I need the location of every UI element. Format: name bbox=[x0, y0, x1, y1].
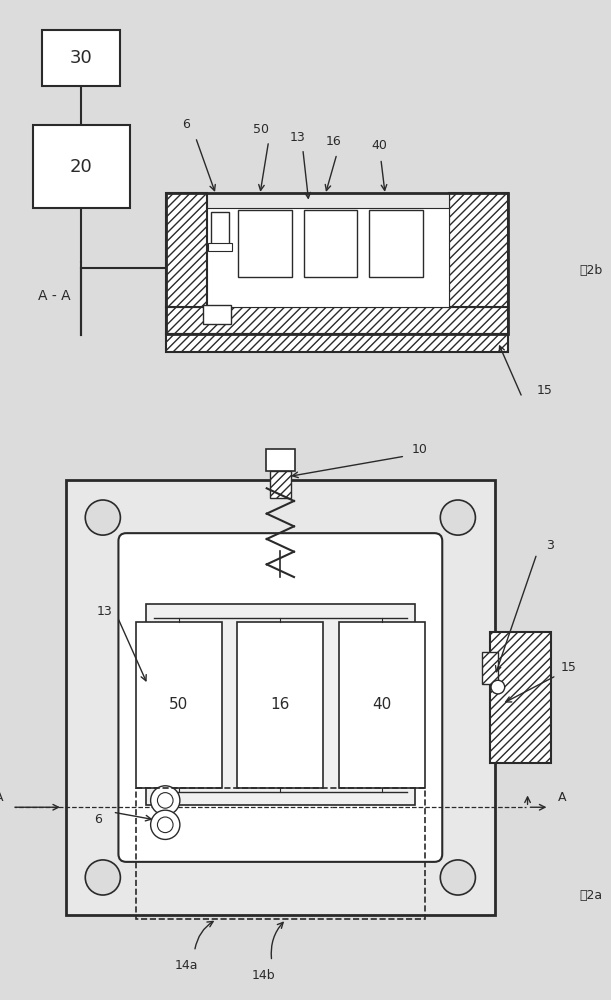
Text: 50: 50 bbox=[169, 697, 189, 712]
Text: 15: 15 bbox=[537, 384, 553, 397]
Text: 13: 13 bbox=[290, 131, 306, 144]
Bar bbox=[211, 212, 229, 249]
Text: 14a: 14a bbox=[174, 959, 198, 972]
Bar bbox=[136, 622, 222, 788]
Bar bbox=[490, 632, 551, 763]
Circle shape bbox=[86, 500, 120, 535]
Bar bbox=[304, 210, 357, 277]
Text: 14b: 14b bbox=[251, 969, 275, 982]
Text: 16: 16 bbox=[271, 697, 290, 712]
Text: 图2a: 图2a bbox=[579, 889, 602, 902]
Bar bbox=[42, 30, 120, 86]
Bar bbox=[166, 193, 207, 307]
Bar bbox=[136, 788, 425, 919]
Text: 16: 16 bbox=[326, 135, 342, 148]
Text: 20: 20 bbox=[70, 158, 93, 176]
Text: A: A bbox=[558, 791, 566, 804]
Text: 3: 3 bbox=[546, 539, 554, 552]
FancyBboxPatch shape bbox=[119, 533, 442, 862]
Bar bbox=[266, 449, 295, 471]
Bar bbox=[203, 305, 230, 324]
Circle shape bbox=[491, 680, 505, 694]
Bar bbox=[166, 307, 508, 334]
Text: 40: 40 bbox=[371, 139, 387, 152]
Text: 10: 10 bbox=[412, 443, 428, 456]
Text: A: A bbox=[0, 791, 4, 804]
Circle shape bbox=[441, 500, 475, 535]
Circle shape bbox=[441, 860, 475, 895]
Bar bbox=[339, 622, 425, 788]
Bar bbox=[482, 652, 498, 684]
Text: 50: 50 bbox=[253, 123, 269, 136]
Text: 15: 15 bbox=[561, 661, 577, 674]
Circle shape bbox=[151, 786, 180, 815]
Bar bbox=[146, 604, 415, 805]
Bar bbox=[369, 210, 423, 277]
Text: 6: 6 bbox=[94, 813, 102, 826]
Text: 30: 30 bbox=[70, 49, 93, 67]
Bar bbox=[207, 193, 449, 307]
Bar bbox=[449, 193, 508, 307]
Circle shape bbox=[158, 793, 173, 808]
Text: 40: 40 bbox=[372, 697, 392, 712]
Circle shape bbox=[151, 810, 180, 839]
Bar bbox=[207, 193, 449, 208]
Bar bbox=[32, 125, 130, 208]
Bar bbox=[166, 334, 508, 352]
Text: 图2b: 图2b bbox=[579, 264, 602, 277]
Bar bbox=[238, 622, 323, 788]
Text: 6: 6 bbox=[182, 118, 189, 131]
Bar bbox=[208, 243, 232, 251]
Circle shape bbox=[86, 860, 120, 895]
Circle shape bbox=[158, 817, 173, 833]
Text: A - A: A - A bbox=[38, 289, 70, 303]
Bar bbox=[66, 480, 495, 915]
Text: 13: 13 bbox=[97, 605, 112, 618]
Bar bbox=[166, 193, 508, 334]
Bar bbox=[238, 210, 292, 277]
Bar bbox=[269, 471, 291, 498]
